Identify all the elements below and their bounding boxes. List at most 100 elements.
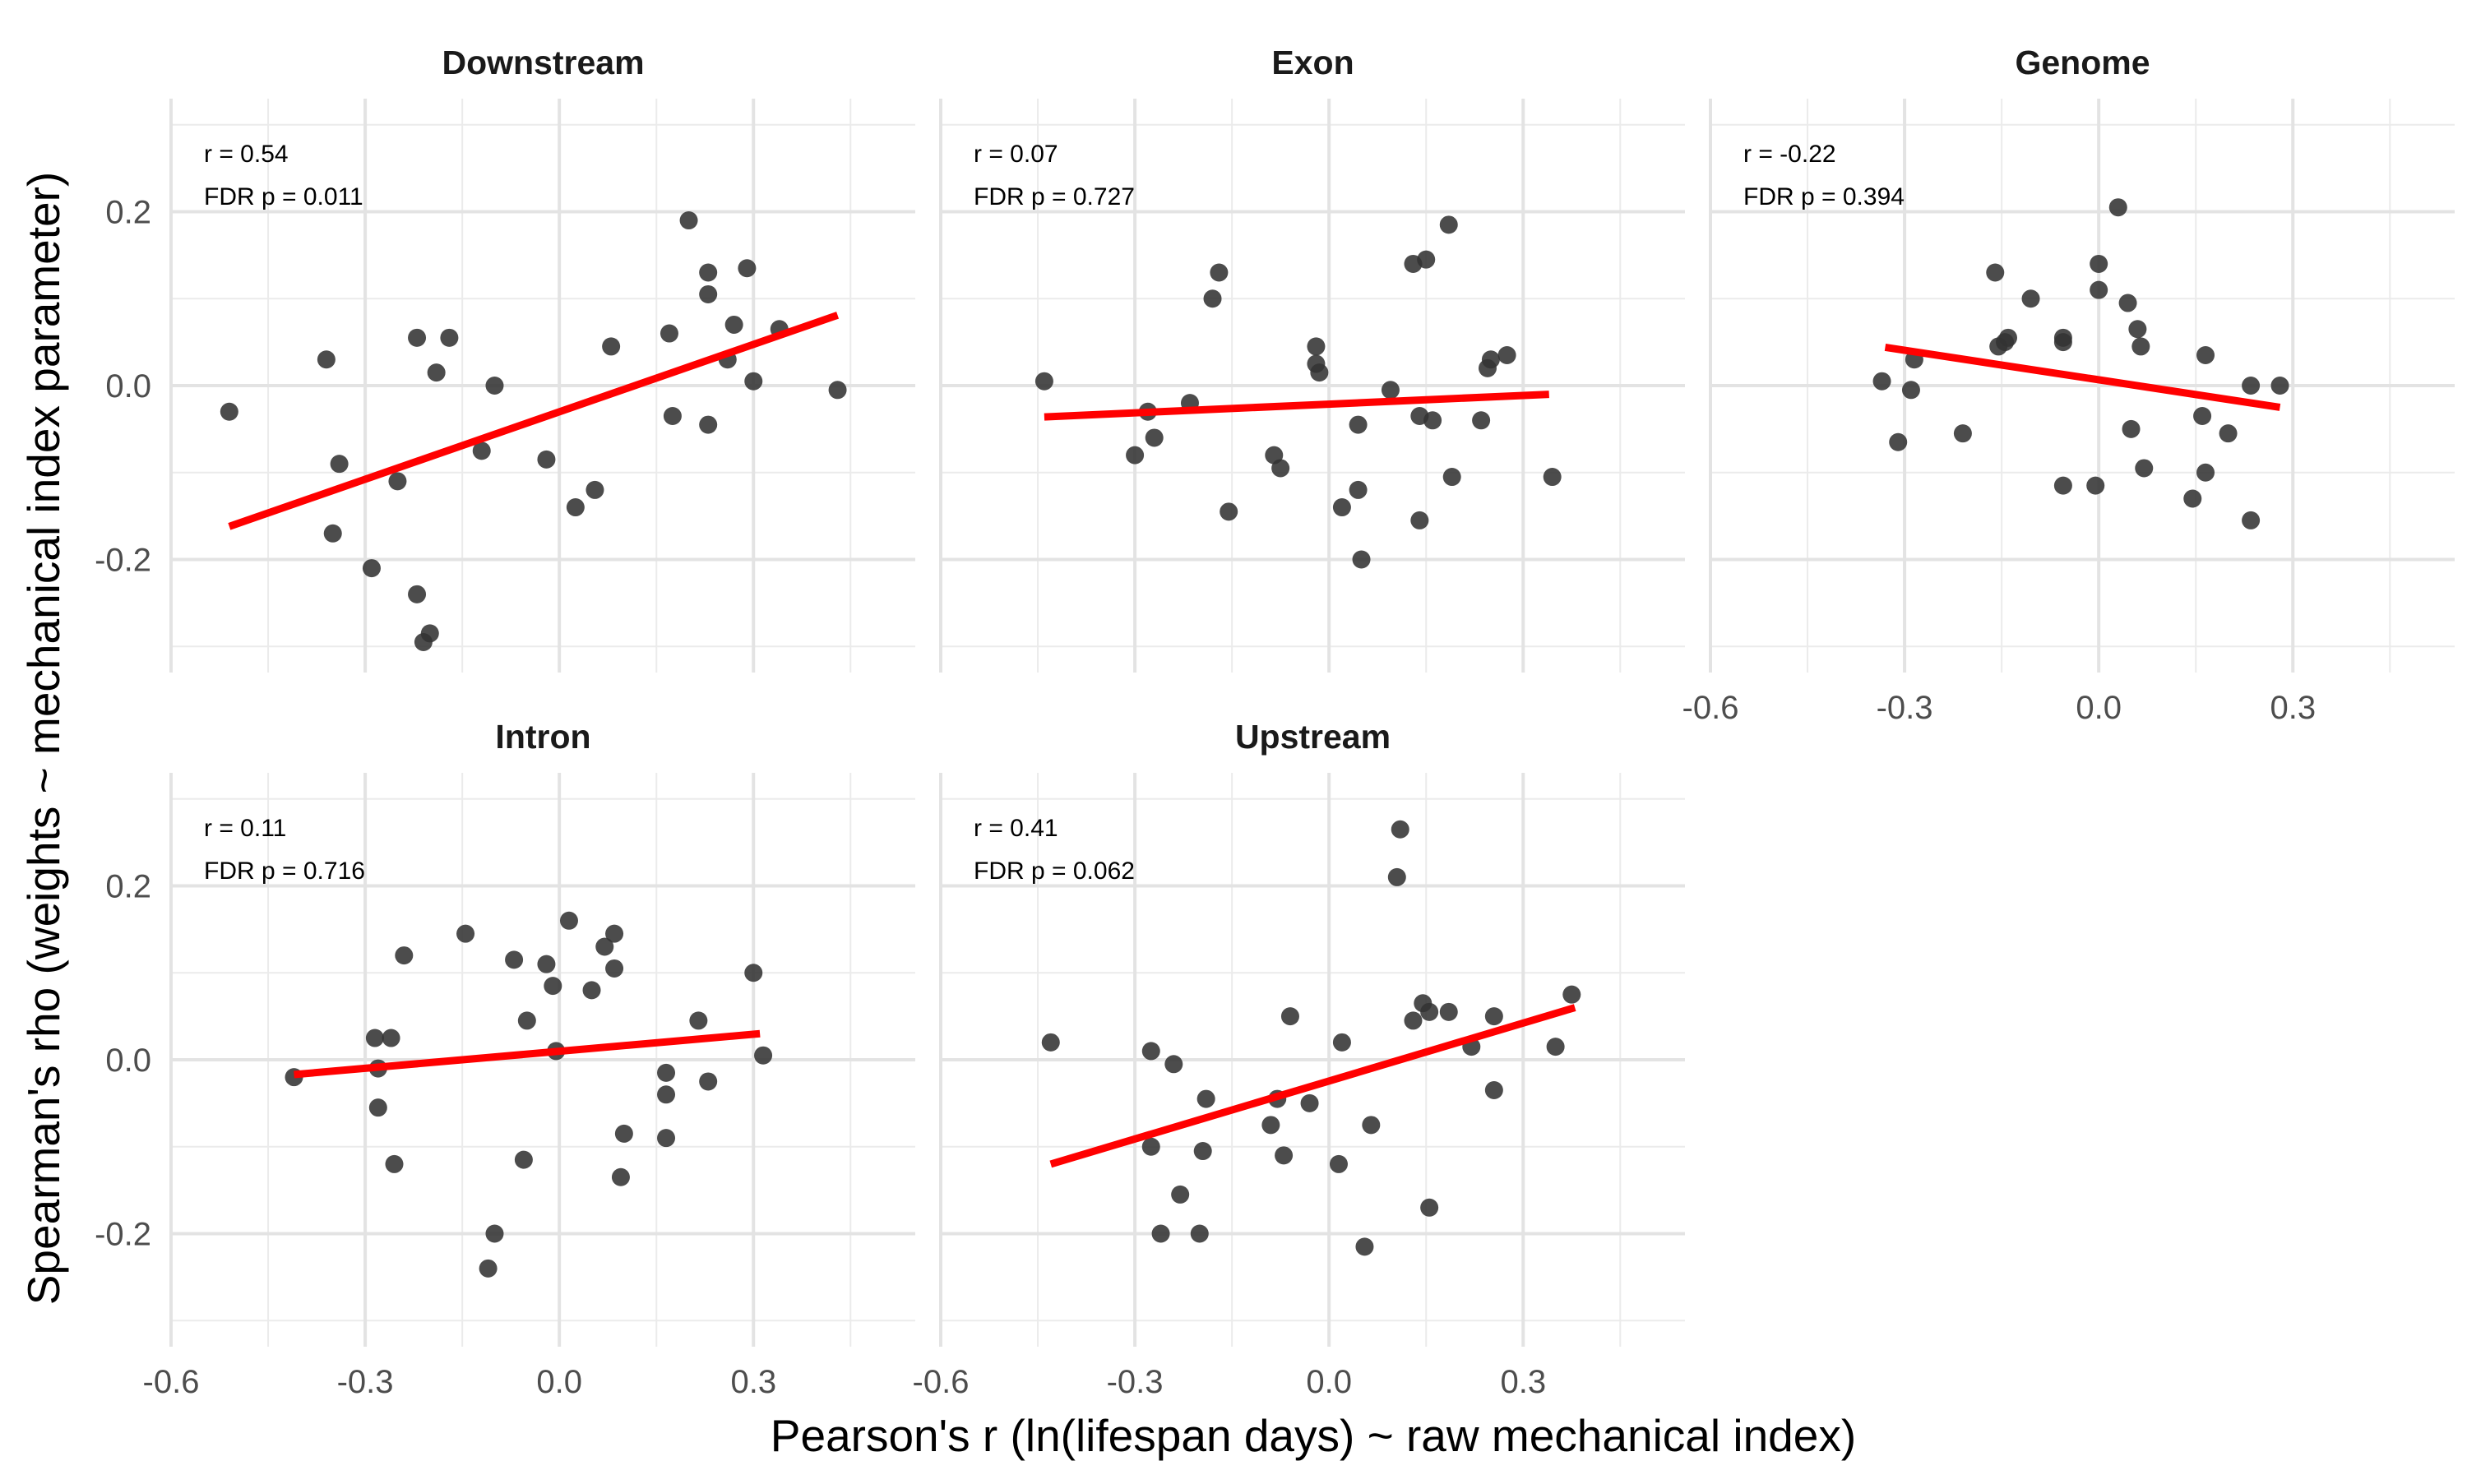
data-point [1953,424,1972,443]
data-point [699,1072,718,1091]
data-point [595,937,614,956]
panel-title: Upstream [1235,718,1391,756]
data-point [1332,1033,1351,1052]
fit-line [294,1029,761,1079]
data-point [408,585,427,603]
panel-title: Downstream [442,44,644,81]
data-point [1889,432,1908,451]
x-tick-label: 0.3 [730,1364,776,1400]
data-point [395,946,414,965]
x-tick-label: -0.3 [1877,690,1933,726]
data-point [1410,511,1429,529]
axes-layer: Pearson's r (ln(lifespan days) ~ raw mec… [18,172,1856,1461]
data-point [1442,468,1461,487]
data-point [2053,476,2072,495]
data-point [2242,377,2261,395]
data-point [2183,489,2202,508]
data-point [2118,294,2137,312]
data-point [2086,476,2105,495]
data-point [744,372,763,391]
data-point [385,1154,404,1173]
data-point [611,1167,630,1186]
data-point [440,328,459,347]
data-point [544,977,562,996]
data-point [689,1011,708,1030]
data-point [614,1124,633,1143]
x-tick-label: 0.3 [2270,690,2316,726]
stat-annotation: FDR p = 0.011 [204,183,363,210]
data-point [1332,498,1351,517]
panel-title: Genome [2015,44,2150,81]
data-point [1196,1089,1215,1108]
data-point [485,1224,504,1243]
data-point [2135,459,2154,478]
y-tick-label: 0.2 [105,868,151,904]
data-point [699,284,718,303]
data-point [2090,280,2108,299]
y-tick-label: 0.0 [105,368,151,405]
panel-exon: Exon r = 0.07 FDR p = 0.727 [939,44,1685,673]
panel-title: Exon [1271,44,1354,81]
x-tick-label: 0.0 [536,1364,582,1400]
data-point [2090,254,2108,273]
data-point [1349,415,1368,434]
data-point [408,328,427,347]
data-point [1439,1002,1458,1021]
x-tick-label: 0.3 [1500,1364,1546,1400]
data-point [724,315,743,334]
data-point [1391,820,1409,839]
data-point [699,415,718,434]
data-point [679,211,698,230]
data-point [485,377,504,395]
data-point [1126,446,1145,465]
data-point [2131,337,2150,356]
data-point [2122,419,2141,438]
stat-annotation: r = 0.07 [974,141,1058,168]
data-point [362,559,381,578]
stat-annotation: FDR p = 0.394 [1743,183,1905,210]
data-point [1381,381,1400,400]
panel-title: Intron [495,718,590,756]
data-point [1220,502,1238,521]
data-point [1164,1055,1183,1074]
data-point [1901,381,1920,400]
y-axis-title: Spearman's rho (weights ~ mechanical ind… [18,172,69,1306]
stat-annotation: r = 0.11 [204,815,286,842]
data-point [1280,1007,1299,1026]
x-axis-title: Pearson's r (ln(lifespan days) ~ raw mec… [771,1410,1856,1461]
data-point [657,1085,676,1104]
data-point [1034,372,1053,391]
data-point [660,324,678,343]
data-point [514,1150,533,1169]
data-point [1484,1081,1503,1100]
data-point [1546,1038,1565,1056]
data-point [365,1029,384,1047]
data-point [1307,337,1326,356]
data-point [1171,1185,1190,1204]
panel-intron: Intron r = 0.11 FDR p = 0.716 -0.2 0.0 0.2 -0.… [95,718,915,1400]
data-point [1484,1007,1503,1026]
y-tick-label: 0.0 [105,1042,151,1079]
data-point [1497,345,1516,364]
stat-annotation: r = -0.22 [1743,141,1836,168]
data-point [1300,1093,1319,1112]
data-point [582,981,601,1000]
stat-annotation: r = 0.54 [204,141,289,168]
data-point [566,498,585,517]
data-point [828,381,847,400]
fit-line [1044,391,1549,421]
data-point [1271,459,1290,478]
data-point [605,959,624,978]
stat-annotation: FDR p = 0.727 [974,183,1135,210]
data-point [1203,289,1222,308]
data-point [1041,1033,1060,1052]
data-point [388,472,407,491]
data-point [1193,1142,1212,1161]
data-point [1420,1002,1439,1021]
data-point [1355,1237,1374,1256]
x-tick-label: 0.0 [1306,1364,1352,1400]
data-point [738,259,757,278]
data-point [559,911,578,930]
